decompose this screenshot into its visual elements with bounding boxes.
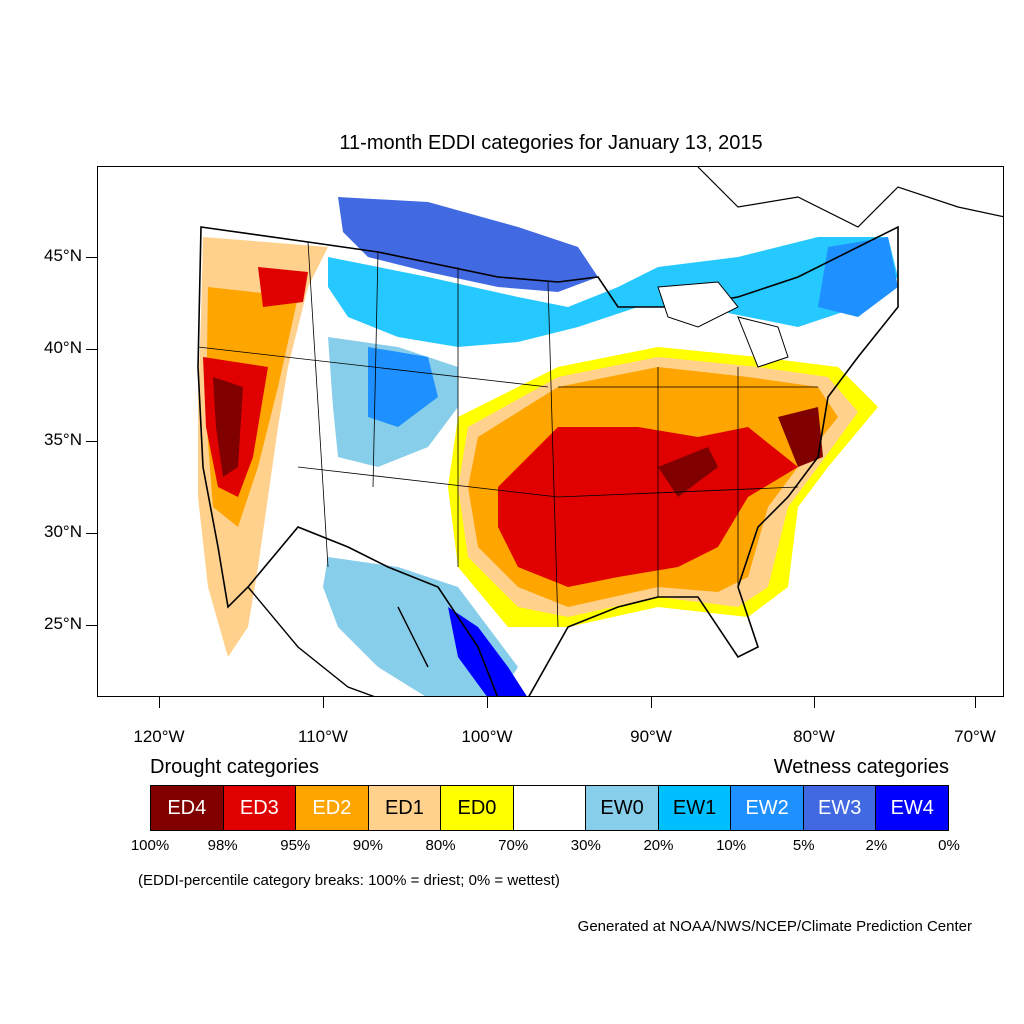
lon-label-110: 110°W (298, 727, 348, 746)
drought-heading: Drought categories (150, 756, 319, 778)
state-line-2 (372, 251, 379, 488)
lat-tick (86, 349, 97, 350)
lat-label-40: 40°N (44, 338, 82, 357)
eddi-map (97, 166, 1004, 697)
legend-swatch-ed2: ED2 (296, 786, 369, 830)
lat-tick (86, 441, 97, 442)
lon-label-120: 120°W (133, 727, 185, 746)
percentile-break-label: 20% (643, 837, 674, 854)
legend-swatch-ed3: ED3 (223, 786, 297, 830)
legend-swatch-ew3: EW3 (803, 786, 877, 830)
lon-label-80: 80°W (793, 727, 835, 746)
state-line-6 (297, 466, 559, 498)
state-line-1 (307, 241, 329, 568)
drought-region-south-central-ed3 (498, 427, 798, 587)
great-lakes (657, 281, 789, 368)
drought-region-virginia-ed4 (778, 407, 823, 467)
lat-tick (86, 625, 97, 626)
lat-tick (86, 533, 97, 534)
credit-line: Generated at NOAA/NWS/NCEP/Climate Predi… (577, 918, 972, 935)
wet-region-texas-coast-ew4 (448, 607, 527, 696)
lat-label-25: 25°N (44, 614, 82, 633)
legend-swatch-ew0: EW0 (586, 786, 659, 830)
legend-swatch-ew1: EW1 (658, 786, 732, 830)
wet-region-north-plains-ew1 (328, 237, 898, 347)
percentile-break-label: 95% (280, 837, 311, 854)
mexico-coast (247, 586, 429, 696)
lon-label-100: 100°W (461, 727, 513, 746)
percentile-break-label: 30% (570, 837, 601, 854)
lon-tick (487, 697, 488, 708)
wet-region-north-plains (338, 197, 598, 292)
lat-label-35: 35°N (44, 430, 82, 449)
lon-tick (975, 697, 976, 708)
percentile-break-label: 90% (352, 837, 383, 854)
state-line-8 (557, 486, 799, 498)
us-outline (197, 225, 899, 696)
percentile-break-label: 100% (130, 837, 170, 854)
lon-tick (651, 697, 652, 708)
lat-label-45: 45°N (44, 246, 82, 265)
percentile-break-label: 10% (716, 837, 747, 854)
eddi-map-canvas (197, 167, 1003, 696)
drought-region-tennessee-ed4 (658, 447, 718, 497)
lon-label-90: 90°W (630, 727, 672, 746)
percentile-break-label: 0% (938, 837, 960, 854)
percentile-break-label: 98% (207, 837, 238, 854)
legend-swatch-ed4: ED4 (151, 786, 224, 830)
drought-region-idaho-ed3 (258, 267, 308, 307)
wetness-heading: Wetness categories (773, 756, 949, 778)
legend-swatch-ed1: ED1 (368, 786, 442, 830)
canada-coast (697, 167, 1003, 228)
legend-swatch-ew2: EW2 (731, 786, 804, 830)
lon-tick (323, 697, 324, 708)
lon-label-70: 70°W (954, 727, 996, 746)
category-legend: ED4 ED3 ED2 ED1 ED0 EW0 EW1 EW2 EW3 EW4 (150, 785, 949, 831)
percentile-break-label: 70% (498, 837, 529, 854)
state-line-5 (197, 346, 549, 388)
legend-swatch-neutral (513, 786, 587, 830)
state-line-4 (547, 281, 559, 628)
category-note: (EDDI-percentile category breaks: 100% =… (138, 872, 560, 889)
lon-tick (814, 697, 815, 708)
lat-label-30: 30°N (44, 522, 82, 541)
wet-region-rockies-ew2 (368, 347, 438, 427)
lon-tick (159, 697, 160, 708)
wet-region-northeast-ew2 (818, 237, 898, 317)
percentile-break-label: 80% (425, 837, 456, 854)
drought-region-california-ed4 (213, 377, 243, 477)
legend-swatch-ed0: ED0 (441, 786, 514, 830)
percentile-break-label: 5% (792, 837, 815, 854)
map-title: 11-month EDDI categories for January 13,… (339, 132, 763, 154)
lat-tick (86, 257, 97, 258)
legend-swatch-ew4: EW4 (876, 786, 949, 830)
percentile-break-label: 2% (865, 837, 888, 854)
